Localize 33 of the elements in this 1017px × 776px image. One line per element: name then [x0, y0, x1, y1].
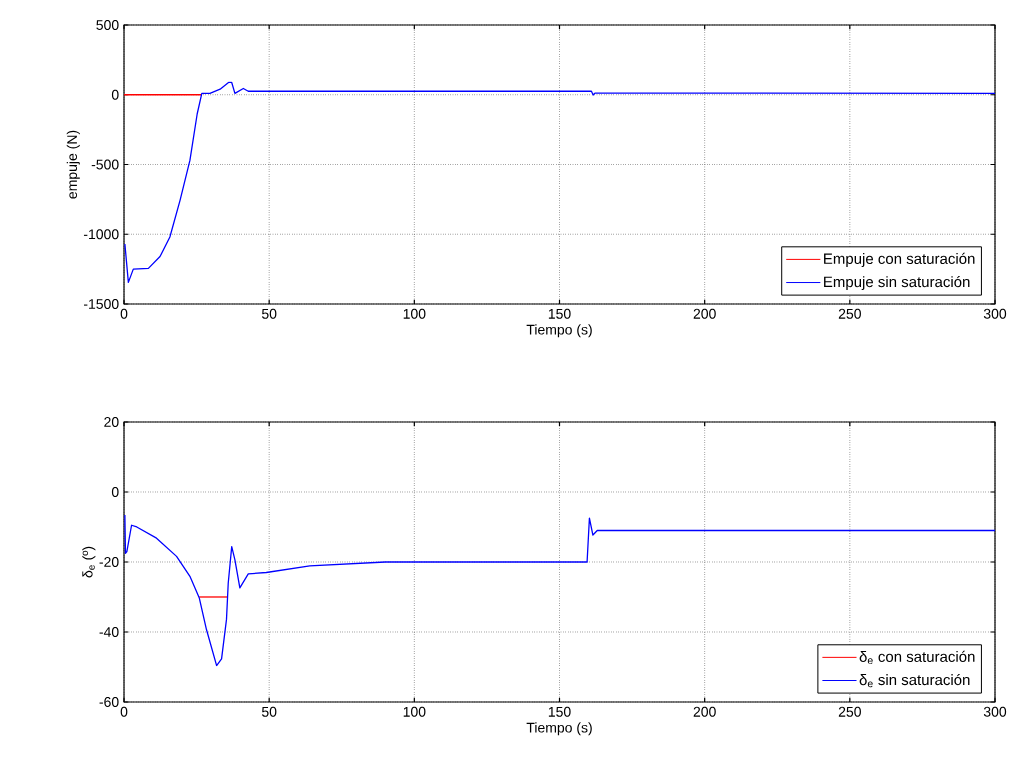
x-tick-label: 150 — [548, 706, 571, 717]
legend-label: δ$_{e}$ con saturación — [859, 650, 975, 665]
y-tick-label: 0 — [111, 89, 119, 100]
x-tick-label: 150 — [548, 308, 571, 319]
legend-label: Empuje con saturación — [824, 252, 975, 267]
x-axis-title: Tiempo (s) — [526, 722, 592, 736]
y-tick-label: -1000 — [83, 229, 119, 240]
y-tick-label: -60 — [99, 697, 119, 707]
x-tick-label: 50 — [261, 308, 277, 319]
x-tick-label: 250 — [838, 308, 861, 319]
y-tick-label: -20 — [99, 557, 119, 567]
line-series — [124, 514, 995, 667]
x-tick-label: 200 — [693, 706, 716, 717]
y-tick-label: 500 — [96, 20, 119, 30]
x-tick-label: 0 — [120, 308, 128, 319]
x-tick-label: 300 — [983, 308, 1007, 319]
y-tick-label: 0 — [111, 487, 119, 497]
x-axis-title: Tiempo (s) — [526, 324, 592, 338]
y-tick-label: -500 — [91, 159, 119, 170]
y-tick-label: -40 — [99, 627, 119, 637]
x-tick-label: 100 — [403, 706, 426, 717]
y-axis-title: δ$_{e}$ (º) — [82, 546, 96, 578]
y-tick-label: -1500 — [83, 299, 119, 309]
legend-label: Empuje sin saturación — [824, 275, 970, 291]
x-tick-label: 0 — [120, 706, 128, 717]
y-tick-label: 20 — [104, 417, 119, 427]
x-tick-label: 300 — [983, 706, 1007, 717]
legend-label: δ$_{e}$ sin saturación — [859, 673, 970, 688]
x-tick-label: 50 — [261, 706, 277, 717]
x-tick-label: 200 — [693, 308, 716, 319]
y-axis-title: empuje (N) — [66, 130, 80, 199]
x-tick-label: 250 — [838, 706, 861, 717]
x-tick-label: 100 — [403, 308, 426, 319]
